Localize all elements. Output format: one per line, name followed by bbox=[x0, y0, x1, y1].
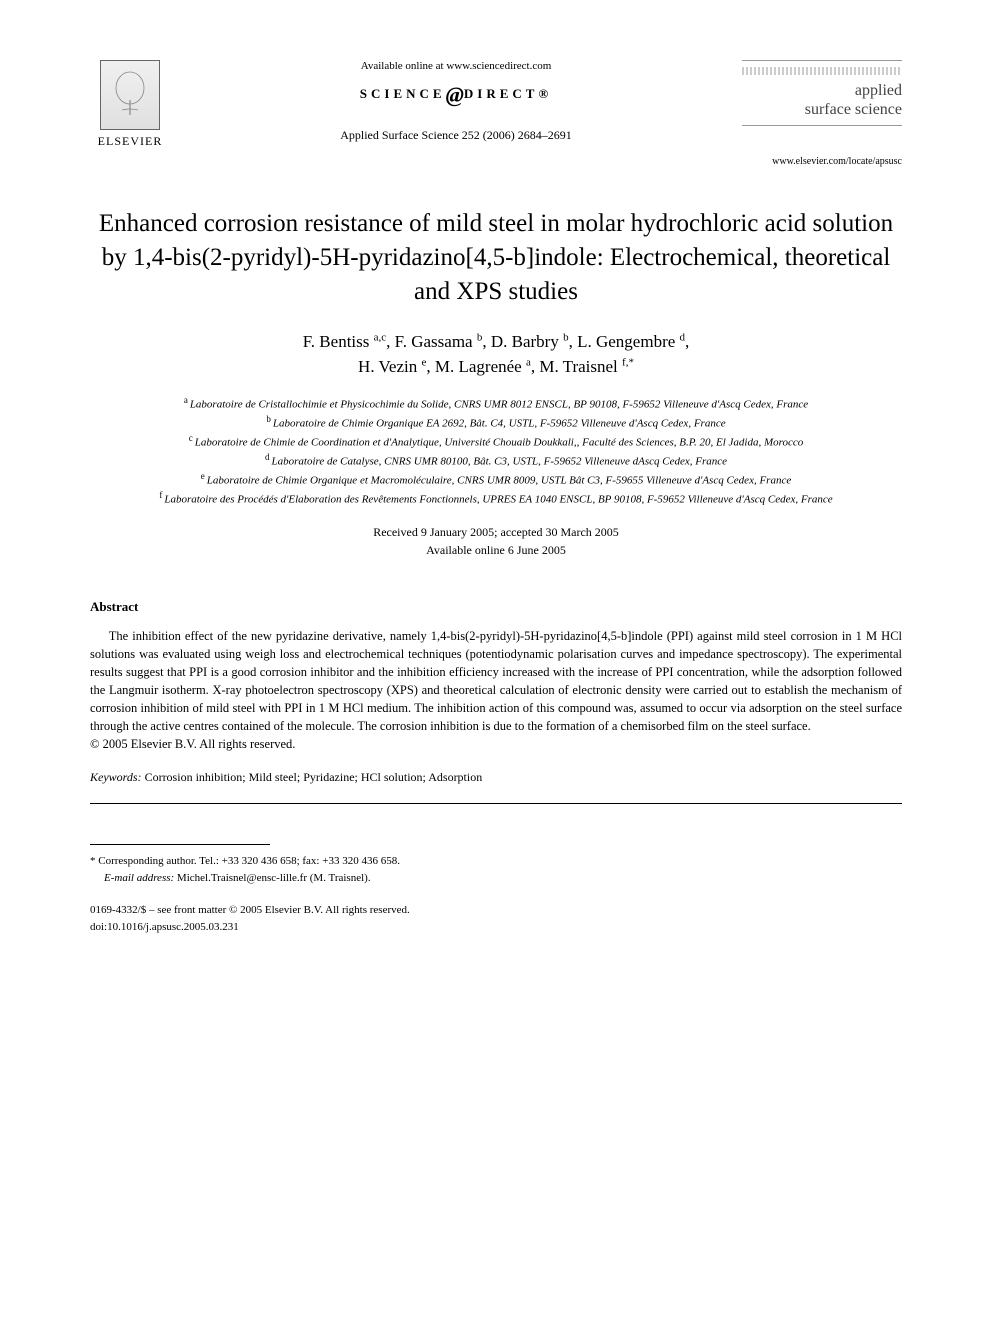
abstract-text: The inhibition effect of the new pyridaz… bbox=[90, 627, 902, 736]
sciencedirect-at-icon: @ bbox=[446, 82, 464, 107]
footer-info: 0169-4332/$ – see front matter © 2005 El… bbox=[90, 902, 902, 935]
affiliation-e: eLaboratoire de Chimie Organique et Macr… bbox=[90, 470, 902, 489]
abstract-heading: Abstract bbox=[90, 599, 902, 615]
journal-logo-box: applied surface science bbox=[742, 60, 902, 126]
author-5: H. Vezin bbox=[358, 357, 421, 376]
affiliation-f: fLaboratoire des Procédés d'Elaboration … bbox=[90, 489, 902, 508]
journal-citation: Applied Surface Science 252 (2006) 2684–… bbox=[190, 128, 722, 143]
affiliation-b: bLaboratoire de Chimie Organique EA 2692… bbox=[90, 413, 902, 432]
sciencedirect-suffix: DIRECT® bbox=[464, 86, 552, 101]
journal-name-line2: surface science bbox=[742, 100, 902, 119]
issn-line: 0169-4332/$ – see front matter © 2005 El… bbox=[90, 902, 902, 919]
elsevier-label: ELSEVIER bbox=[90, 134, 170, 149]
affiliation-d: dLaboratoire de Catalyse, CNRS UMR 80100… bbox=[90, 451, 902, 470]
footnote-separator bbox=[90, 844, 270, 845]
journal-name-line1: applied bbox=[742, 81, 902, 100]
affiliations: aLaboratoire de Cristallochimie et Physi… bbox=[90, 394, 902, 509]
keywords-label: Keywords: bbox=[90, 770, 142, 784]
journal-brand: applied surface science www.elsevier.com… bbox=[742, 60, 902, 167]
elsevier-tree-icon bbox=[100, 60, 160, 130]
email-value: Michel.Traisnel@ensc-lille.fr (M. Traisn… bbox=[174, 872, 370, 884]
article-title: Enhanced corrosion resistance of mild st… bbox=[90, 207, 902, 308]
online-date: Available online 6 June 2005 bbox=[90, 541, 902, 559]
affiliation-c: cLaboratoire de Chimie de Coordination e… bbox=[90, 432, 902, 451]
email-label: E-mail address: bbox=[104, 872, 174, 884]
header: ELSEVIER Available online at www.science… bbox=[90, 60, 902, 167]
corresponding-line1: * Corresponding author. Tel.: +33 320 43… bbox=[90, 853, 902, 870]
center-header: Available online at www.sciencedirect.co… bbox=[170, 60, 742, 143]
elsevier-logo: ELSEVIER bbox=[90, 60, 170, 149]
keywords: Keywords: Corrosion inhibition; Mild ste… bbox=[90, 770, 902, 804]
article-dates: Received 9 January 2005; accepted 30 Mar… bbox=[90, 523, 902, 559]
abstract-copyright: © 2005 Elsevier B.V. All rights reserved… bbox=[90, 737, 902, 752]
author-affil-1: a,c bbox=[374, 331, 387, 343]
sciencedirect-prefix: SCIENCE bbox=[360, 86, 446, 101]
affiliation-a: aLaboratoire de Cristallochimie et Physi… bbox=[90, 394, 902, 413]
corresponding-email: E-mail address: Michel.Traisnel@ensc-lil… bbox=[104, 870, 902, 887]
author-affil-7: f,* bbox=[622, 356, 634, 368]
received-date: Received 9 January 2005; accepted 30 Mar… bbox=[90, 523, 902, 541]
available-online-text: Available online at www.sciencedirect.co… bbox=[190, 60, 722, 72]
authors: F. Bentiss a,c, F. Gassama b, D. Barbry … bbox=[90, 329, 902, 380]
sciencedirect-logo: SCIENCE@DIRECT® bbox=[190, 82, 722, 108]
doi-line: doi:10.1016/j.apsusc.2005.03.231 bbox=[90, 919, 902, 936]
journal-url: www.elsevier.com/locate/apsusc bbox=[742, 156, 902, 167]
corresponding-author: * Corresponding author. Tel.: +33 320 43… bbox=[90, 853, 902, 886]
keywords-text: Corrosion inhibition; Mild steel; Pyrida… bbox=[142, 770, 483, 784]
journal-logo-stripe bbox=[742, 67, 902, 75]
author-1: F. Bentiss bbox=[303, 332, 374, 351]
